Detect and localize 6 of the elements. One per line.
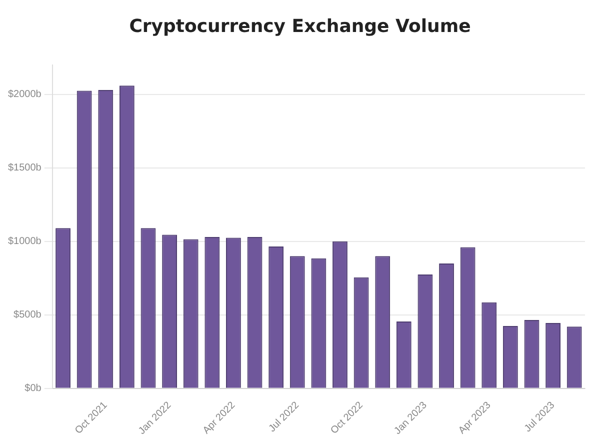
- y-tick-label: $1500b: [8, 162, 42, 174]
- chart-title: Cryptocurrency Exchange Volume: [128, 16, 472, 37]
- y-tick-label: $0b: [24, 383, 42, 394]
- y-tick-label: $500b: [14, 310, 42, 321]
- y-tick-label: $1000b: [8, 236, 42, 248]
- y-tick-label: $2000b: [8, 89, 42, 100]
